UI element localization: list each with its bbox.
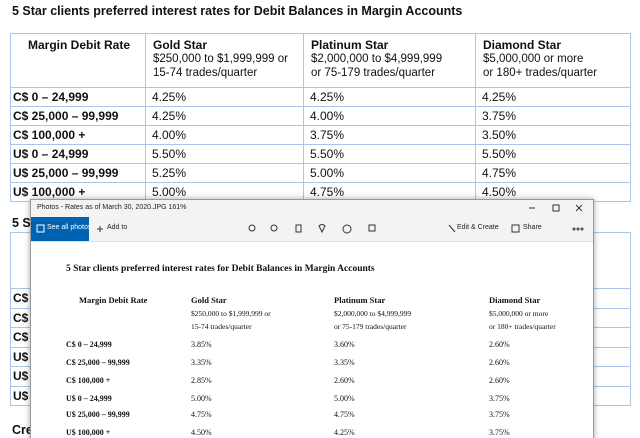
see-all-button[interactable] bbox=[31, 217, 89, 241]
tier-desc: or 180+ trades/quarter bbox=[483, 67, 598, 79]
rate: 5.50% bbox=[482, 147, 517, 161]
row-label: U$ 25,000 – 99,999 bbox=[66, 410, 130, 419]
row-label: U$ 100,000 + bbox=[66, 428, 111, 437]
doc-title: 5 Star clients preferred interest rates … bbox=[12, 4, 463, 18]
window-title: Photos - Rates as of March 30, 2020.JPG … bbox=[37, 204, 187, 211]
add-to-label: Add to bbox=[107, 224, 128, 231]
image-title: 5 Star clients preferred interest rates … bbox=[66, 264, 375, 274]
row-label: C$ 25,000 – 99,999 bbox=[13, 109, 119, 123]
row-label: C$ bbox=[13, 310, 29, 325]
tier-name: Diamond Star bbox=[483, 38, 562, 52]
tier-desc: or 75-179 trades/quarter bbox=[334, 322, 407, 331]
rate: 4.25% bbox=[482, 90, 517, 104]
tier-desc: 15-74 trades/quarter bbox=[191, 322, 252, 331]
rate: 4.75% bbox=[191, 410, 212, 419]
rate: 5.00% bbox=[191, 394, 212, 403]
rate: 5.25% bbox=[152, 166, 187, 180]
tier-desc: $5,000,000 or more bbox=[489, 309, 549, 318]
rate: 2.60% bbox=[489, 376, 510, 385]
row-label: C$ bbox=[13, 291, 29, 305]
rate: 2.60% bbox=[334, 376, 355, 385]
row-label: C$ 25,000 – 99,999 bbox=[66, 358, 130, 367]
rate: 4.25% bbox=[152, 109, 187, 123]
row-label: U$ 0 – 24,999 bbox=[66, 394, 112, 403]
tier-name: Platinum Star bbox=[334, 295, 386, 305]
tier-name: Diamond Star bbox=[489, 295, 541, 305]
rate: 3.35% bbox=[334, 358, 355, 367]
tier-name: Platinum Star bbox=[311, 38, 389, 52]
tier-desc: or 180+ trades/quarter bbox=[489, 322, 556, 331]
rate: 4.75% bbox=[310, 185, 345, 199]
rate: 3.75% bbox=[482, 109, 517, 123]
rate: 5.50% bbox=[310, 147, 345, 161]
see-all-label: See all photos bbox=[47, 224, 92, 231]
rate: 3.75% bbox=[489, 428, 510, 437]
rate: 3.60% bbox=[334, 340, 355, 349]
rate: 3.75% bbox=[310, 128, 345, 142]
rate: 4.25% bbox=[334, 428, 355, 437]
rate: 4.75% bbox=[482, 166, 517, 180]
tier-desc: or 75-179 trades/quarter bbox=[311, 67, 436, 79]
tier-desc: $250,000 to $1,999,999 or bbox=[153, 53, 288, 65]
row-label: C$ 100,000 + bbox=[66, 376, 111, 385]
toolbar-icons bbox=[36, 204, 584, 234]
second-title: 5 S bbox=[12, 216, 31, 230]
rate: 4.25% bbox=[152, 90, 187, 104]
edit-create-label: Edit & Create bbox=[457, 224, 499, 231]
rate: 4.25% bbox=[310, 90, 345, 104]
row-label: C$ 0 – 24,999 bbox=[66, 340, 112, 349]
rate: 5.50% bbox=[152, 147, 187, 161]
row-label: U$ bbox=[13, 349, 29, 364]
tier-desc: $5,000,000 or more bbox=[483, 53, 584, 65]
row-label: U$ 100,000 + bbox=[13, 185, 86, 199]
rate: 5.00% bbox=[310, 166, 345, 180]
rate: 4.00% bbox=[152, 128, 187, 142]
tier-name: Gold Star bbox=[191, 295, 227, 305]
rate: 4.00% bbox=[310, 109, 345, 123]
share-label: Share bbox=[523, 224, 542, 231]
row-label: U$ 0 – 24,999 bbox=[13, 147, 89, 161]
tier-desc: 15-74 trades/quarter bbox=[153, 67, 258, 79]
tier-desc: $2,000,000 to $4,999,999 bbox=[311, 53, 443, 65]
rate: 5.00% bbox=[334, 394, 355, 403]
tier-desc: $250,000 to $1,999,999 or bbox=[191, 309, 271, 318]
rate: 3.75% bbox=[489, 410, 510, 419]
title-bar bbox=[31, 200, 593, 217]
row-label: C$ 0 – 24,999 bbox=[13, 90, 89, 104]
rate: 5.00% bbox=[152, 185, 187, 199]
header-text: Margin Debit Rate bbox=[28, 38, 131, 52]
rate: 3.35% bbox=[191, 358, 212, 367]
rate: 4.75% bbox=[334, 410, 355, 419]
rate: 4.50% bbox=[191, 428, 212, 437]
tier-name: Gold Star bbox=[153, 38, 208, 52]
rate: 2.60% bbox=[489, 340, 510, 349]
rate: 3.85% bbox=[191, 340, 212, 349]
rate: 3.50% bbox=[482, 128, 517, 142]
toolbar bbox=[31, 217, 593, 242]
rate: 3.75% bbox=[489, 394, 510, 403]
rate: 2.85% bbox=[191, 376, 212, 385]
row-label: C$ bbox=[13, 330, 29, 344]
rate: 2.60% bbox=[489, 358, 510, 367]
row-label: U$ 25,000 – 99,999 bbox=[13, 166, 119, 180]
footer-text: Cre bbox=[12, 423, 33, 437]
rate: 4.50% bbox=[482, 185, 517, 199]
header-text: Margin Debit Rate bbox=[79, 295, 148, 305]
row-label: C$ 100,000 + bbox=[13, 128, 86, 142]
tier-desc: $2,000,000 to $4,999,999 bbox=[334, 309, 412, 318]
row-label: U$ bbox=[13, 388, 29, 403]
photos-window: Photos - Rates as of March 30, 2020.JPG … bbox=[30, 199, 594, 438]
row-label: U$ bbox=[13, 369, 29, 383]
